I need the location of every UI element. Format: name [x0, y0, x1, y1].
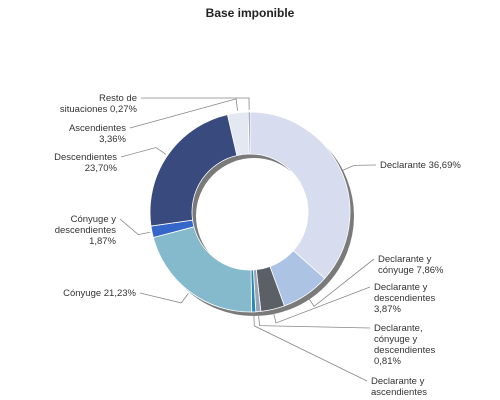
slice-label-declarante-y-ascendientes-0-65: Declarante y ascendientes [371, 376, 427, 398]
leader-line-declarante-y-ascendientes-0-65 [253, 313, 368, 382]
slice-label-declarante-y-conyuge-7-86: Declarante y cónyuge 7,86% [378, 254, 444, 276]
slice-label-resto-de-situaciones-0-27: Resto de situaciones 0,27% [60, 93, 138, 115]
slice-label-declarante-y-descendientes-3-87: Declarante y descendientes 3,87% [374, 282, 436, 315]
leader-line-conyuge-y-descendientes-1-87 [119, 218, 151, 236]
slice-label-conyuge-y-descendientes-1-87: Cónyuge y descendientes 1,87% [55, 214, 117, 247]
slice-label-conyuge-21-23: Cónyuge 21,23% [63, 288, 136, 299]
leader-line-ascendientes-3-36 [129, 98, 238, 129]
leader-line-resto-de-situaciones-0-27 [140, 97, 250, 111]
leader-line-conyuge-21-23 [139, 292, 189, 304]
slice-label-ascendientes-3-36: Ascendientes 3,36% [69, 123, 127, 145]
slice-label-declarante-36-69: Declarante 36,69% [380, 160, 461, 171]
leader-line-declarante-conyuge-y-descendientes-0-81 [258, 313, 371, 329]
slice-declarante-36-69 [249, 111, 351, 280]
slice-label-declarante-conyuge-y-descendientes-0-81: Declarante, cónyuge y descendientes 0,81% [374, 323, 436, 367]
leader-line-declarante-y-conyuge-7-86 [307, 258, 375, 307]
leader-line-declarante-y-descendientes-3-87 [272, 286, 371, 324]
slice-resto-de-situaciones-0-27 [247, 111, 251, 155]
leader-line-descendientes-23-70 [120, 147, 167, 158]
slice-conyuge-21-23 [152, 226, 253, 313]
chart-title: Base imponible [205, 6, 295, 20]
leader-line-declarante-36-69 [342, 164, 377, 171]
slice-label-descendientes-23-70: Descendientes 23,70% [54, 152, 117, 174]
